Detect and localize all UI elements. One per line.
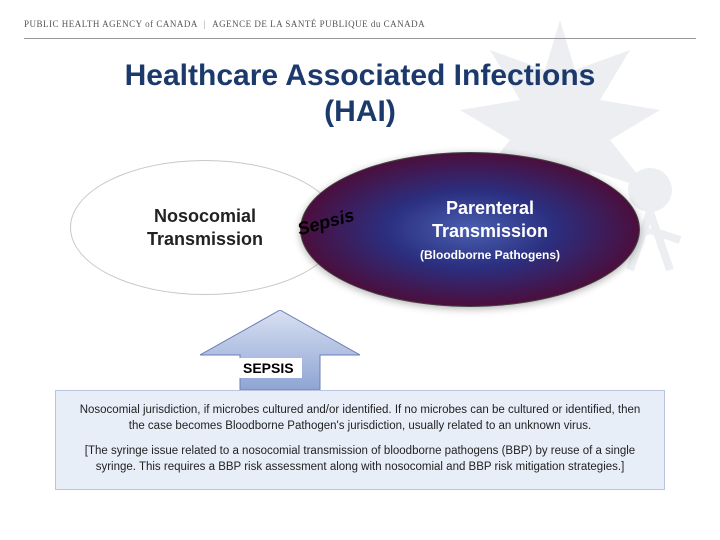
header-separator: | <box>204 19 206 29</box>
page-title: Healthcare Associated Infections (HAI) <box>0 58 720 130</box>
ellipse-left-line2: Transmission <box>147 228 263 251</box>
agency-name-en: PUBLIC HEALTH AGENCY of CANADA <box>24 19 198 29</box>
title-line2: (HAI) <box>0 94 720 130</box>
header-rule <box>24 38 696 39</box>
arrow-up-icon <box>200 310 360 390</box>
agency-header: PUBLIC HEALTH AGENCY of CANADA | AGENCE … <box>24 14 696 34</box>
ellipse-parenteral: Parenteral Transmission (Bloodborne Path… <box>300 152 640 307</box>
title-line1: Healthcare Associated Infections <box>0 58 720 94</box>
ellipse-left-line1: Nosocomial <box>147 205 263 228</box>
agency-name-fr: AGENCE DE LA SANTÉ PUBLIQUE du CANADA <box>212 19 425 29</box>
explanation-box: Nosocomial jurisdiction, if microbes cul… <box>55 390 665 490</box>
ellipse-right-line2: Transmission <box>432 220 548 243</box>
ellipse-right-line1: Parenteral <box>432 197 548 220</box>
ellipse-right-sub: (Bloodborne Pathogens) <box>420 248 560 262</box>
explanation-para2: [The syringe issue related to a nosocomi… <box>74 444 646 475</box>
explanation-para1: Nosocomial jurisdiction, if microbes cul… <box>74 403 646 434</box>
arrow-label-sepsis: SEPSIS <box>235 358 302 378</box>
